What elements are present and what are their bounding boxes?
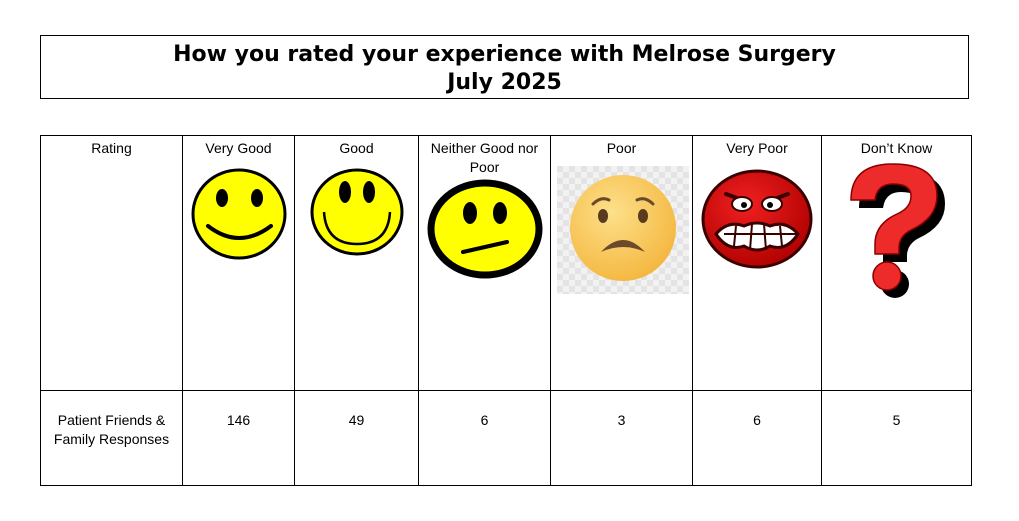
column-label-poor: Poor bbox=[606, 140, 637, 156]
column-label-dont-know: Don’t Know bbox=[860, 140, 933, 156]
question-mark-icon bbox=[849, 163, 945, 298]
count-cell-neither: 6 bbox=[418, 390, 551, 486]
count-cell-poor: 3 bbox=[550, 390, 693, 486]
page-subtitle-date: July 2025 bbox=[447, 70, 562, 95]
column-very-good: Very Good bbox=[182, 135, 295, 391]
count-cell-very-poor: 6 bbox=[692, 390, 822, 486]
column-label-neither: Neither Good nor Poor bbox=[430, 140, 539, 175]
column-label-very-good: Very Good bbox=[205, 140, 272, 156]
responses-label: Patient Friends & Family Responses bbox=[53, 412, 170, 447]
title-box: How you rated your experience with Melro… bbox=[40, 35, 969, 99]
responses-row: Patient Friends & Family Responses 146 4… bbox=[40, 390, 972, 486]
good-smiley-icon bbox=[310, 168, 403, 256]
count-cell-good: 49 bbox=[294, 390, 419, 486]
rating-row-header: Rating bbox=[40, 135, 183, 391]
column-neither-good-nor-poor: Neither Good nor Poor bbox=[418, 135, 551, 391]
rating-label: Rating bbox=[91, 140, 132, 156]
column-good: Good bbox=[294, 135, 419, 391]
column-label-good: Good bbox=[339, 140, 374, 156]
responses-row-header: Patient Friends & Family Responses bbox=[40, 390, 183, 486]
column-dont-know: Don’t Know bbox=[821, 135, 972, 391]
count-cell-dont-know: 5 bbox=[821, 390, 972, 486]
very-good-smiley-icon bbox=[191, 168, 286, 260]
ratings-table: Rating Very Good Good Neither Good nor P… bbox=[40, 135, 972, 486]
column-poor: Poor bbox=[550, 135, 693, 391]
neutral-face-icon bbox=[427, 179, 542, 279]
count-cell-very-good: 146 bbox=[182, 390, 295, 486]
rating-header-row: Rating Very Good Good Neither Good nor P… bbox=[40, 135, 972, 391]
column-very-poor: Very Poor bbox=[692, 135, 822, 391]
column-label-very-poor: Very Poor bbox=[726, 140, 788, 156]
angry-face-icon bbox=[701, 169, 813, 269]
page-title: How you rated your experience with Melro… bbox=[173, 42, 836, 67]
worried-face-icon bbox=[557, 166, 689, 294]
